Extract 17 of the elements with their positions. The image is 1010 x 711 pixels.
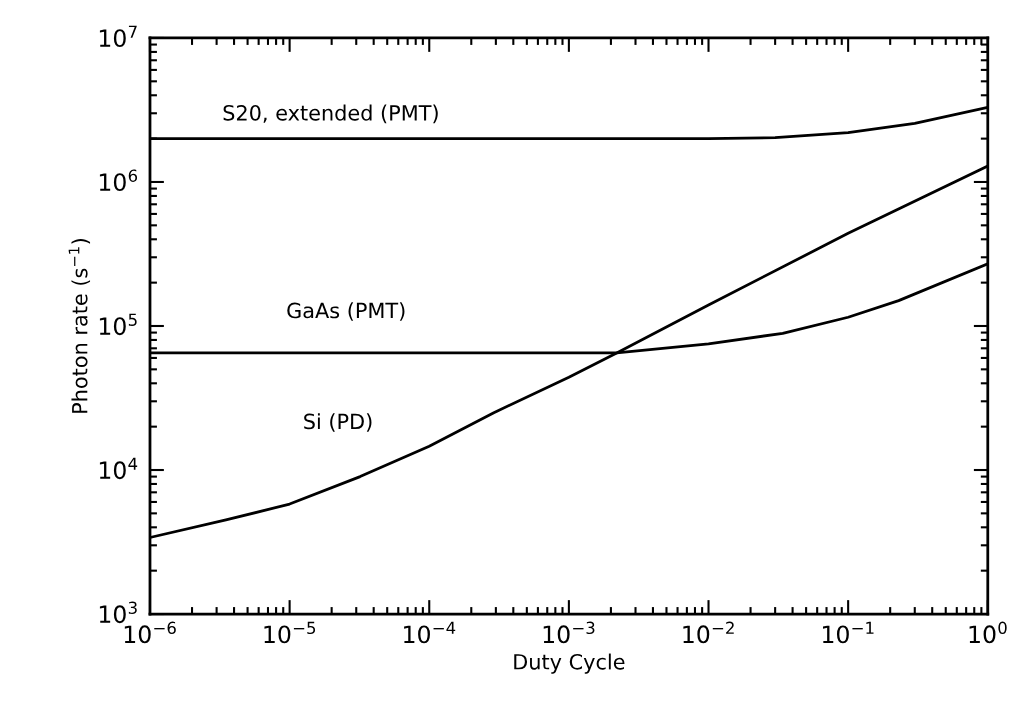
x-tick-label: 10$^{−2}$ [683,621,734,644]
y-tick-label: 10$^{5}$ [99,313,137,336]
x-tick-label: 10$^{−4}$ [404,621,456,644]
series-label: Si (PD) [304,413,372,432]
x-tick-label: 10$^{−1}$ [823,621,874,644]
x-tick-label: 10$^{0}$ [969,621,1007,644]
x-tick-label: 10$^{−6}$ [124,621,176,644]
series-label: S20, extended (PMT) [223,104,438,124]
x-tick-label: 10$^{−3}$ [543,621,595,644]
x-tick-label: 10$^{−5}$ [264,621,316,644]
y-tick-label: 10$^{7}$ [99,25,137,48]
y-axis-title: Photon rate (s$^{−1}$) [68,239,91,413]
x-axis-title: Duty Cycle [514,653,625,674]
y-tick-label: 10$^{3}$ [99,601,137,624]
series-label: GaAs (PMT) [287,302,405,321]
y-tick-label: 10$^{6}$ [99,169,138,192]
y-tick-label: 10$^{4}$ [99,457,138,480]
